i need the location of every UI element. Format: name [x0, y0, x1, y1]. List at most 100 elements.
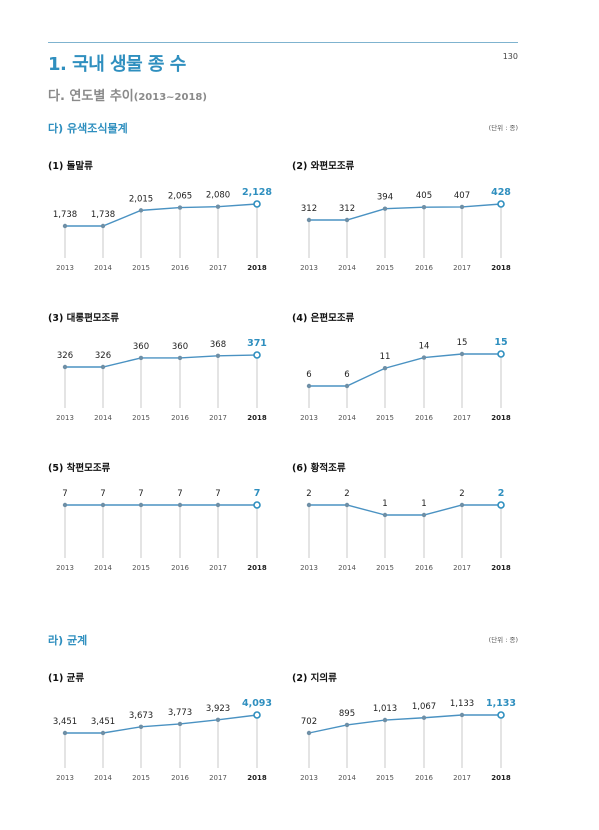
chart-title-haptophytes: (5) 착편모조류: [48, 463, 111, 474]
data-point: [382, 512, 388, 518]
year-tick-label: 2013: [56, 564, 74, 572]
data-point: [100, 223, 106, 229]
year-tick-label: 2017: [209, 414, 227, 422]
data-label: 7: [254, 488, 261, 499]
data-label: 368: [210, 340, 226, 350]
year-tick-label: 2017: [453, 774, 471, 782]
data-point: [344, 722, 350, 728]
data-point: [306, 730, 312, 736]
year-tick-label: 2016: [171, 774, 189, 782]
chart-raphidophytes: 2 2013 2 2014 1 2015 1 2016 2 2017 2 2018: [300, 488, 511, 572]
data-point: [459, 712, 465, 718]
data-label: 2: [344, 489, 349, 499]
data-point: [215, 204, 221, 209]
series-line: [65, 203, 258, 227]
data-label: 2,128: [242, 187, 272, 198]
data-label: 3,673: [129, 711, 153, 721]
chart-title-dinoflagellates: (2) 와편모조류: [292, 161, 355, 172]
data-label: 2,065: [168, 192, 192, 202]
data-label: 1,067: [412, 702, 436, 712]
data-point: [177, 502, 183, 508]
chart-title-diatoms: (1) 돌말류: [48, 161, 93, 172]
year-tick-label: 2018: [247, 264, 267, 272]
data-point-last: [253, 200, 261, 208]
data-label: 1,133: [486, 698, 516, 709]
data-point: [138, 502, 144, 508]
data-point: [382, 206, 388, 211]
data-point: [100, 364, 106, 370]
data-label: 371: [247, 338, 267, 349]
year-tick-label: 2016: [415, 414, 433, 422]
data-point: [100, 730, 106, 736]
chart-haptophytes: 7 2013 7 2014 7 2015 7 2016 7 2017 7 2018: [56, 488, 267, 572]
data-label: 360: [133, 342, 149, 352]
series-line: [309, 203, 502, 221]
data-point: [177, 355, 183, 361]
year-tick-label: 2014: [338, 564, 356, 572]
chart-heterokonts: 326 2013 326 2014 360 2015 360 2016 368 2017 371 20…: [56, 338, 267, 422]
year-tick-label: 2017: [453, 414, 471, 422]
data-point-last: [497, 501, 505, 509]
chart-cryptophytes: 6 2013 6 2014 11 2015 14 2016 15 2017 15 2018: [300, 337, 511, 422]
data-label: 1,013: [373, 704, 397, 714]
year-tick-label: 2017: [209, 564, 227, 572]
year-tick-label: 2018: [491, 774, 511, 782]
data-point: [138, 208, 144, 213]
series-line: [65, 354, 258, 368]
data-point: [62, 223, 68, 229]
data-point: [215, 502, 221, 508]
year-tick-label: 2016: [415, 774, 433, 782]
year-tick-label: 2018: [247, 414, 267, 422]
data-point: [215, 353, 221, 358]
chart-title-lichens: (2) 지의류: [292, 673, 337, 684]
data-point: [459, 502, 465, 508]
subtitle-text: 다. 연도별 추이: [48, 89, 134, 104]
data-point: [62, 502, 68, 508]
data-label: 14: [419, 342, 430, 352]
data-point: [421, 355, 427, 360]
data-point-last: [253, 351, 261, 359]
year-tick-label: 2018: [491, 264, 511, 272]
chart-title-fungi: (1) 균류: [48, 673, 85, 684]
year-tick-label: 2015: [132, 414, 150, 422]
page-number: 130: [502, 52, 518, 61]
data-label: 3,923: [206, 704, 230, 714]
year-tick-label: 2013: [300, 564, 318, 572]
subtitle-range: (2013~2018): [133, 92, 207, 103]
data-label: 2: [459, 489, 464, 499]
top-rule: [48, 42, 518, 43]
year-tick-label: 2014: [94, 774, 112, 782]
data-label: 11: [380, 352, 391, 362]
series-line: [65, 714, 258, 734]
data-point: [215, 717, 221, 722]
year-tick-label: 2017: [453, 264, 471, 272]
data-label: 6: [306, 370, 311, 380]
data-point: [459, 204, 465, 210]
year-tick-label: 2015: [376, 774, 394, 782]
year-tick-label: 2015: [376, 414, 394, 422]
data-point-last: [497, 200, 505, 208]
year-tick-label: 2013: [300, 774, 318, 782]
data-label: 7: [215, 489, 220, 499]
section-title-fungi: 라) 균계: [48, 634, 88, 647]
data-point: [177, 721, 183, 727]
data-label: 15: [457, 338, 468, 348]
year-tick-label: 2018: [247, 564, 267, 572]
data-label: 2: [306, 489, 311, 499]
data-label: 312: [301, 204, 317, 214]
year-tick-label: 2016: [171, 264, 189, 272]
data-point: [344, 217, 350, 223]
data-label: 3,451: [53, 717, 77, 727]
year-tick-label: 2013: [56, 774, 74, 782]
data-point-last: [253, 501, 261, 509]
year-tick-label: 2017: [453, 564, 471, 572]
year-tick-label: 2014: [94, 414, 112, 422]
data-label: 702: [301, 717, 317, 727]
series-line: [309, 504, 501, 516]
year-tick-label: 2013: [56, 264, 74, 272]
data-point: [138, 724, 144, 729]
data-label: 1: [382, 499, 387, 509]
data-label: 405: [416, 191, 432, 201]
data-label: 360: [172, 342, 188, 352]
data-point: [62, 364, 68, 370]
